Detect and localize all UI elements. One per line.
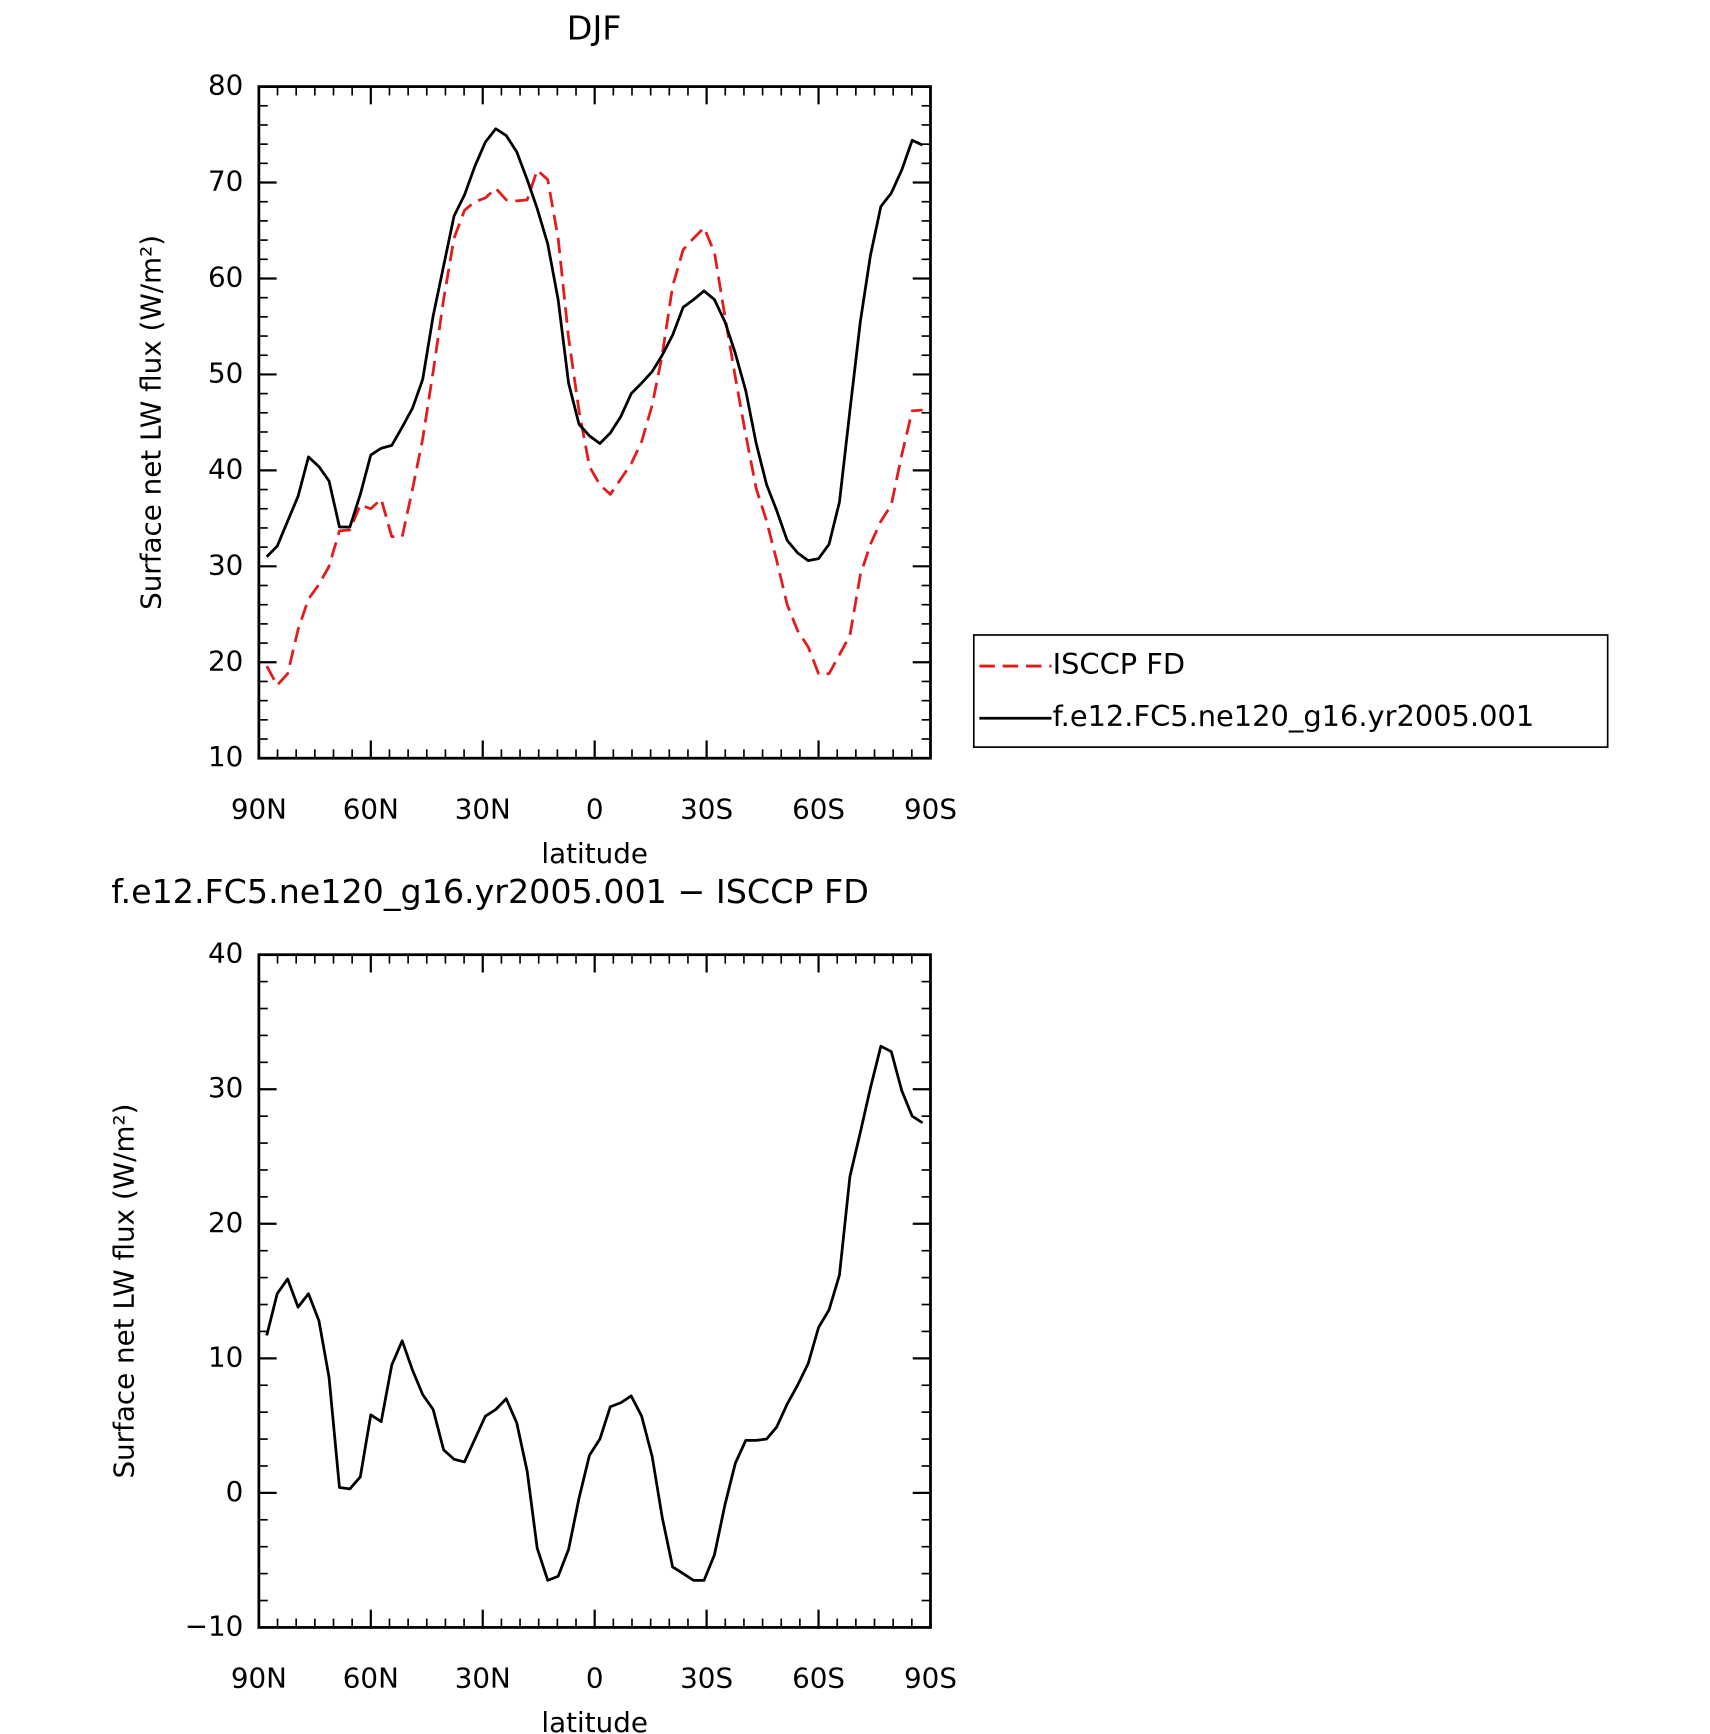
y-axis-label: Surface net LW flux (W/m²) (108, 1104, 141, 1479)
y-tick-label: 70 (208, 165, 243, 198)
y-tick-label: 40 (208, 452, 243, 485)
y-tick-label: 30 (208, 1071, 243, 1104)
x-tick-label: 90N (231, 1662, 287, 1695)
x-tick-label: 30N (455, 792, 511, 825)
plot-frame (257, 85, 932, 760)
x-tick-label: 60S (792, 1662, 845, 1695)
x-tick-label: 30N (455, 1662, 511, 1695)
x-tick-label: 60N (343, 1662, 399, 1695)
x-tick-label: 90S (904, 1662, 957, 1695)
plot-frame (257, 953, 932, 1629)
y-tick-label: 50 (208, 356, 243, 389)
x-tick-label: 90N (231, 792, 287, 825)
x-tick-label: 30S (680, 1662, 733, 1695)
data-line (265, 127, 924, 562)
y-tick-label: 60 (208, 260, 243, 293)
x-tick-label: 90S (904, 792, 957, 825)
data-line (265, 1044, 924, 1582)
x-tick-label: 60S (792, 792, 845, 825)
y-tick-label: 0 (226, 1475, 244, 1508)
y-tick-label: 20 (208, 644, 243, 677)
y-tick-label: 40 (208, 937, 243, 970)
y-tick-label: 80 (208, 69, 243, 102)
x-axis-label: latitude (541, 1706, 647, 1734)
y-axis-label: Surface net LW flux (W/m²) (134, 235, 167, 610)
y-tick-label: 10 (208, 1340, 243, 1373)
x-tick-label: 60N (343, 792, 399, 825)
y-tick-label: 10 (208, 740, 243, 773)
legend-label: ISCCP FD (1053, 647, 1186, 681)
legend-box (972, 634, 1609, 748)
x-axis-label: latitude (541, 837, 647, 870)
chart-title: f.e12.FC5.ne120_g16.yr2005.001 − ISCCP F… (111, 872, 869, 911)
data-line (265, 168, 923, 687)
chart-title: DJF (567, 8, 622, 47)
x-tick-label: 0 (586, 792, 604, 825)
y-tick-label: −10 (185, 1609, 244, 1642)
y-tick-label: 20 (208, 1206, 243, 1239)
x-tick-label: 30S (680, 792, 733, 825)
legend-label: f.e12.FC5.ne120_g16.yr2005.001 (1053, 699, 1535, 733)
x-tick-label: 0 (586, 1662, 604, 1695)
y-tick-label: 30 (208, 548, 243, 581)
